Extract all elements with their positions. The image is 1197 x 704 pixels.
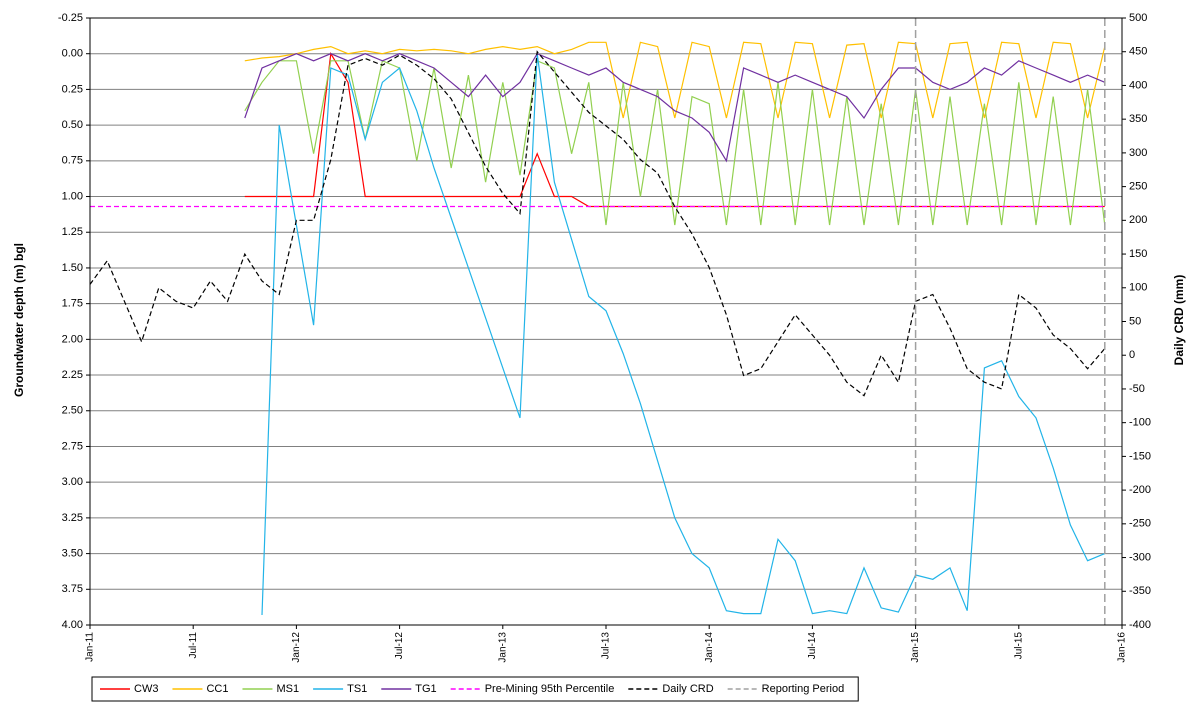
legend-label: TS1 <box>347 683 367 695</box>
legend-label: Daily CRD <box>662 683 713 695</box>
legend-label: CC1 <box>206 683 228 695</box>
series-line <box>89 50 1106 397</box>
legend-label: MS1 <box>276 683 299 695</box>
y-tick-label: -0.25 <box>58 12 83 24</box>
y2-tick-label: 300 <box>1129 147 1147 159</box>
x-tick-label: Jul-12 <box>394 632 405 660</box>
y-tick-label: 0.00 <box>62 48 83 60</box>
y-tick-label: 1.25 <box>62 226 83 238</box>
y-tick-label: 1.00 <box>62 190 83 202</box>
x-tick-label: Jan-11 <box>85 632 96 662</box>
x-tick-label: Jan-15 <box>910 632 921 663</box>
y2-tick-label: -300 <box>1129 551 1151 563</box>
y-tick-label: 2.75 <box>62 440 83 452</box>
x-tick-label: Jan-14 <box>704 632 715 663</box>
x-tick-label: Jul-14 <box>807 632 818 660</box>
series-line <box>244 59 1106 226</box>
y2-tick-label: 150 <box>1129 248 1147 260</box>
y-tick-label: 3.75 <box>62 583 83 595</box>
y-tick-label: 0.50 <box>62 119 83 131</box>
x-tick-label: Jul-13 <box>601 632 612 660</box>
x-tick-label: Jul-11 <box>188 632 199 659</box>
series-line <box>244 51 1105 208</box>
y-tick-label: 3.00 <box>62 476 83 488</box>
y2-tick-label: 0 <box>1129 349 1135 361</box>
y-tick-label: 1.75 <box>62 298 83 310</box>
y-tick-label: 2.50 <box>62 405 83 417</box>
y2-tick-label: 400 <box>1129 79 1147 91</box>
y2-tick-label: -50 <box>1129 383 1145 395</box>
y2-tick-label: 250 <box>1129 181 1147 193</box>
y2-tick-label: 200 <box>1129 214 1147 226</box>
y-tick-label: 4.00 <box>62 619 83 631</box>
y2-tick-label: -100 <box>1129 417 1151 429</box>
legend-label: Pre-Mining 95th Percentile <box>485 683 615 695</box>
legend: CW3 CC1 MS1 TS1 TG1 Pre-Mining 95th Percentil… <box>91 676 859 702</box>
y2-tick-label: 100 <box>1129 282 1147 294</box>
y2-tick-label: -150 <box>1129 450 1151 462</box>
y2-tick-label: -200 <box>1129 484 1151 496</box>
series-line <box>244 41 1106 119</box>
y-tick-label: 1.50 <box>62 262 83 274</box>
x-tick-label: Jan-16 <box>1117 632 1128 663</box>
y-tick-label: 2.25 <box>62 369 83 381</box>
y-tick-label: 2.00 <box>62 333 83 345</box>
y2-axis-title: Daily CRD (mm) <box>1172 275 1186 366</box>
x-tick-label: Jan-12 <box>291 632 302 663</box>
y2-tick-label: 500 <box>1129 12 1147 24</box>
y-tick-label: 0.25 <box>62 83 83 95</box>
y-tick-label: 3.50 <box>62 547 83 559</box>
x-tick-label: Jan-13 <box>497 632 508 663</box>
x-tick-label: Jul-15 <box>1013 632 1024 660</box>
y2-tick-label: 450 <box>1129 46 1147 58</box>
y2-tick-label: 50 <box>1129 315 1141 327</box>
y-tick-label: 3.25 <box>62 512 83 524</box>
y2-tick-label: -350 <box>1129 585 1151 597</box>
y2-tick-label: -250 <box>1129 518 1151 530</box>
series-line <box>244 52 1106 163</box>
legend-label: Reporting Period <box>762 683 845 695</box>
y2-tick-label: -400 <box>1129 619 1151 631</box>
legend-label: TG1 <box>415 683 436 695</box>
y-axis-title: Groundwater depth (m) bgl <box>12 243 26 397</box>
plot-frame <box>89 17 1123 626</box>
y-tick-label: 0.75 <box>62 155 83 167</box>
y2-tick-label: 350 <box>1129 113 1147 125</box>
series-line <box>261 53 1106 616</box>
legend-label: CW3 <box>134 683 158 695</box>
